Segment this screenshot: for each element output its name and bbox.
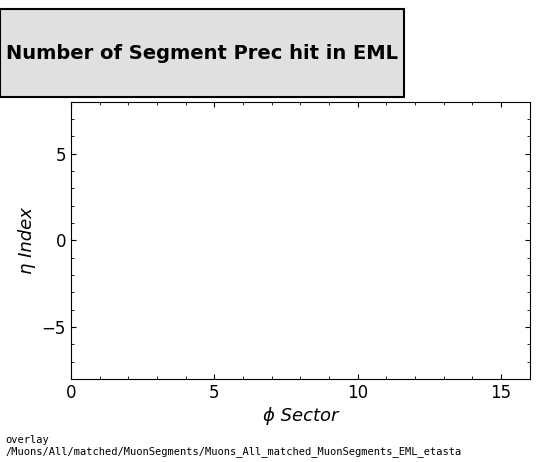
Text: Number of Segment Prec hit in EML: Number of Segment Prec hit in EML xyxy=(6,43,398,63)
Text: overlay
/Muons/All/matched/MuonSegments/Muons_All_matched_MuonSegments_EML_etast: overlay /Muons/All/matched/MuonSegments/… xyxy=(5,435,462,457)
Y-axis label: η Index: η Index xyxy=(18,207,36,274)
X-axis label: ϕ Sector: ϕ Sector xyxy=(263,407,338,425)
